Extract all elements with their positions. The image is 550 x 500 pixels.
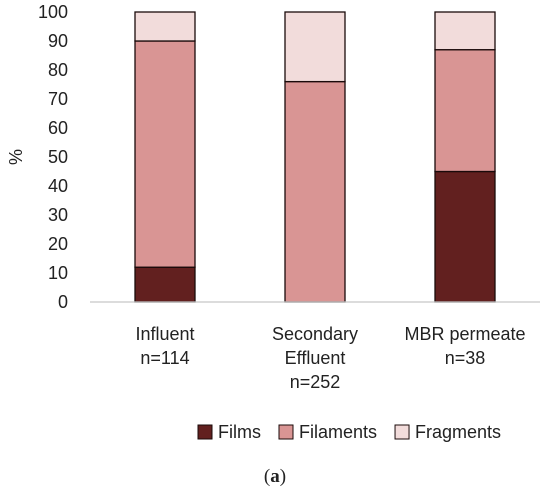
y-tick-label: 90 bbox=[48, 31, 68, 51]
legend-swatch-fragments bbox=[394, 424, 410, 440]
y-tick-label: 80 bbox=[48, 60, 68, 80]
figure-caption-letter: a bbox=[270, 466, 280, 487]
y-tick-label: 60 bbox=[48, 118, 68, 138]
y-axis-title: % bbox=[6, 149, 26, 165]
y-tick-label: 50 bbox=[48, 147, 68, 167]
figure-caption: (a) bbox=[263, 466, 287, 487]
legend-label-filaments: Filaments bbox=[299, 422, 377, 442]
legend-label-films: Films bbox=[218, 422, 261, 442]
legend-swatch-films bbox=[197, 424, 213, 440]
bar-segment-films bbox=[134, 266, 196, 303]
y-tick-label: 70 bbox=[48, 89, 68, 109]
bar-segment-fragments bbox=[434, 11, 496, 51]
bar-segment-filaments bbox=[284, 80, 346, 303]
y-tick-label: 0 bbox=[58, 292, 68, 312]
x-category-label: Influent n=114 bbox=[135, 324, 194, 368]
y-tick-label: 20 bbox=[48, 234, 68, 254]
bar-segment-filaments bbox=[434, 49, 496, 173]
y-tick-label: 30 bbox=[48, 205, 68, 225]
legend-swatch-filaments bbox=[278, 424, 294, 440]
bar-segment-films bbox=[434, 170, 496, 303]
y-tick-label: 40 bbox=[48, 176, 68, 196]
stacked-bar-chart: % 0 10 20 30 40 50 60 70 80 90 100 Influent n=114 Se… bbox=[6, 2, 540, 442]
x-category-label: Secondary Effluent n=252 bbox=[272, 324, 358, 392]
bar-segment-fragments bbox=[284, 11, 346, 83]
bar-segment-fragments bbox=[134, 11, 196, 42]
y-tick-label: 10 bbox=[48, 263, 68, 283]
legend-label-fragments: Fragments bbox=[415, 422, 501, 442]
y-tick-label: 100 bbox=[38, 2, 68, 22]
bar-segment-filaments bbox=[134, 40, 196, 268]
x-category-label: MBR permeate n=38 bbox=[404, 324, 525, 368]
